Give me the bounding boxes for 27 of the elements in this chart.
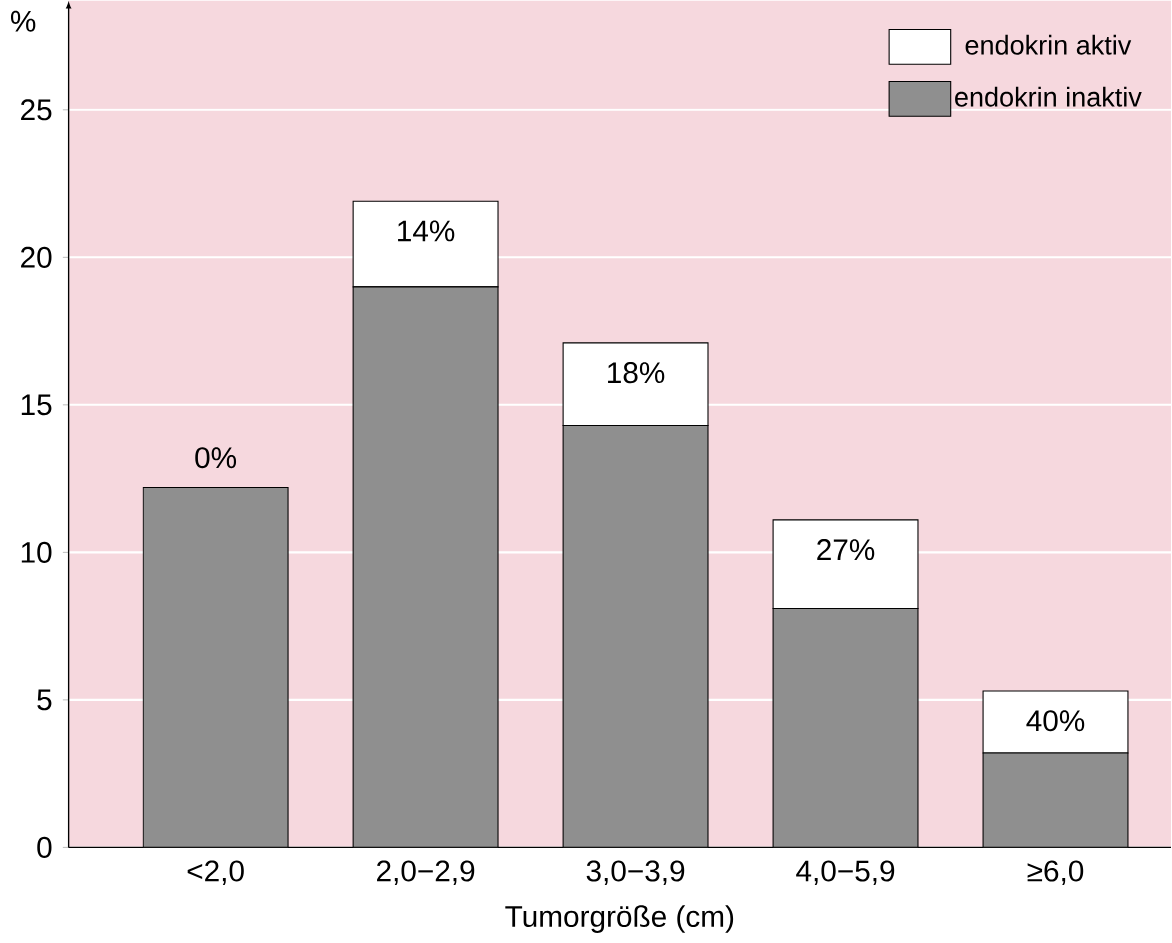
bar	[562, 425, 709, 848]
bar	[772, 519, 919, 610]
x-tick-label: 2,0−2,9	[377, 860, 475, 886]
annotation: 40%	[1026, 710, 1085, 732]
bar	[982, 752, 1129, 848]
bar	[352, 286, 499, 848]
annotation: 14%	[398, 220, 455, 242]
bar	[772, 607, 919, 848]
y-axis-title: %	[10, 10, 36, 32]
y-tick-label: 25	[21, 99, 52, 121]
x-axis-title: Tumorgröße (cm)	[505, 905, 734, 933]
annotation: 0%	[195, 447, 237, 469]
x-tick-label: <2,0	[187, 860, 244, 886]
annotation: 27%	[817, 539, 875, 561]
annotation: 18%	[608, 362, 665, 384]
x-tick-label: 3,0−3,9	[586, 860, 685, 886]
y-tick-label: 10	[21, 541, 52, 563]
y-tick-label: 15	[21, 394, 52, 416]
bar	[562, 342, 709, 427]
legend-label: endokrin aktiv	[965, 34, 1132, 55]
x-tick-label: 4,0−5,9	[796, 860, 895, 886]
bar	[142, 487, 289, 848]
y-tick-label: 5	[37, 689, 52, 711]
y-tick-label: 20	[21, 246, 52, 268]
x-tick-label: ≥6,0	[1027, 860, 1084, 886]
y-tick-label: 0	[37, 836, 52, 859]
legend-label: endokrin inaktiv	[955, 86, 1142, 107]
